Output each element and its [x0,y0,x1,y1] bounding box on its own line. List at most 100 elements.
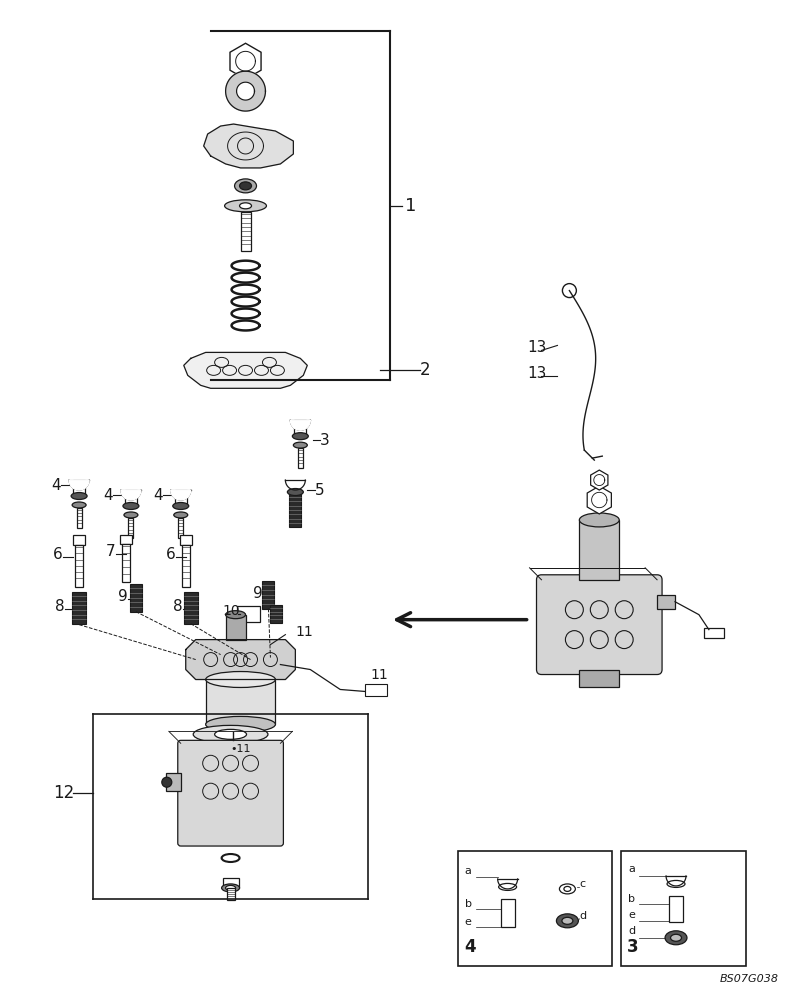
Text: b: b [465,899,472,909]
Bar [241,212,250,251]
Bar [166,773,181,791]
Polygon shape [591,470,608,490]
Text: •11: •11 [230,744,251,754]
Bar [295,420,307,434]
Polygon shape [204,124,293,168]
Ellipse shape [671,934,681,941]
Polygon shape [230,43,261,79]
Polygon shape [184,352,307,388]
Bar [458,851,612,966]
Polygon shape [171,490,191,500]
Bar [73,535,85,545]
Bar [501,899,515,927]
Text: b: b [628,894,635,904]
Text: 11: 11 [370,668,388,682]
Text: 5: 5 [315,483,325,498]
Ellipse shape [239,182,252,190]
Text: a: a [465,866,471,876]
Ellipse shape [665,931,687,945]
Text: 3: 3 [320,433,330,448]
Bar [580,520,619,580]
Ellipse shape [580,513,619,527]
Text: 12: 12 [53,784,74,802]
Ellipse shape [206,672,276,687]
Bar [128,518,133,538]
Ellipse shape [230,740,235,744]
Polygon shape [291,420,310,430]
Text: 3: 3 [627,938,639,956]
Ellipse shape [225,200,266,212]
Text: 11: 11 [295,625,313,639]
Text: 4: 4 [464,938,475,956]
Bar [125,490,137,504]
Text: 6: 6 [53,547,63,562]
Bar [178,518,183,538]
Bar [298,448,303,468]
Ellipse shape [287,489,303,496]
Ellipse shape [226,611,246,619]
Polygon shape [121,490,141,500]
Text: d: d [580,911,587,921]
Polygon shape [226,71,265,111]
Bar [270,605,283,623]
Ellipse shape [123,502,139,509]
Text: 9: 9 [253,586,262,601]
Ellipse shape [239,203,252,209]
Text: 13: 13 [527,340,547,355]
Ellipse shape [215,729,246,739]
Ellipse shape [222,884,239,892]
Bar [669,896,683,922]
FancyBboxPatch shape [536,575,662,675]
Ellipse shape [234,179,257,193]
Bar [206,680,276,724]
Polygon shape [497,879,518,889]
FancyBboxPatch shape [177,740,284,846]
Text: c: c [580,879,585,889]
Ellipse shape [206,716,276,732]
Text: BS07G038: BS07G038 [720,974,779,984]
Text: e: e [465,917,471,927]
Ellipse shape [193,725,268,743]
Ellipse shape [292,433,308,440]
Text: e: e [628,910,635,920]
Text: 9: 9 [118,589,128,604]
Text: d: d [628,926,635,936]
Ellipse shape [557,914,578,928]
Text: 4: 4 [103,488,112,503]
Ellipse shape [72,502,86,508]
Bar [657,595,675,609]
Ellipse shape [71,493,87,500]
Text: 2: 2 [420,361,431,379]
Bar [621,851,746,966]
Bar [704,628,724,638]
Bar [73,480,85,494]
Bar [175,490,187,504]
Text: 1: 1 [405,197,417,215]
Ellipse shape [162,777,172,787]
Bar [184,592,198,624]
Bar [227,888,234,900]
Text: a: a [628,864,635,874]
Bar [181,545,190,587]
Bar [262,581,274,609]
Polygon shape [587,486,611,514]
Bar [122,544,130,582]
Polygon shape [666,876,686,886]
Ellipse shape [173,512,188,518]
Text: 8: 8 [173,599,182,614]
Text: 7: 7 [106,544,116,559]
Bar [226,615,246,640]
Bar [237,606,261,622]
Bar [120,535,132,544]
Ellipse shape [562,917,573,924]
Polygon shape [285,480,306,490]
Polygon shape [237,82,254,100]
Ellipse shape [226,885,235,890]
Text: 8: 8 [55,599,65,614]
Bar [72,592,86,624]
Ellipse shape [173,502,188,509]
Bar [289,493,301,527]
Text: 4: 4 [51,478,61,493]
Bar [580,670,619,687]
Text: 13: 13 [527,366,547,381]
